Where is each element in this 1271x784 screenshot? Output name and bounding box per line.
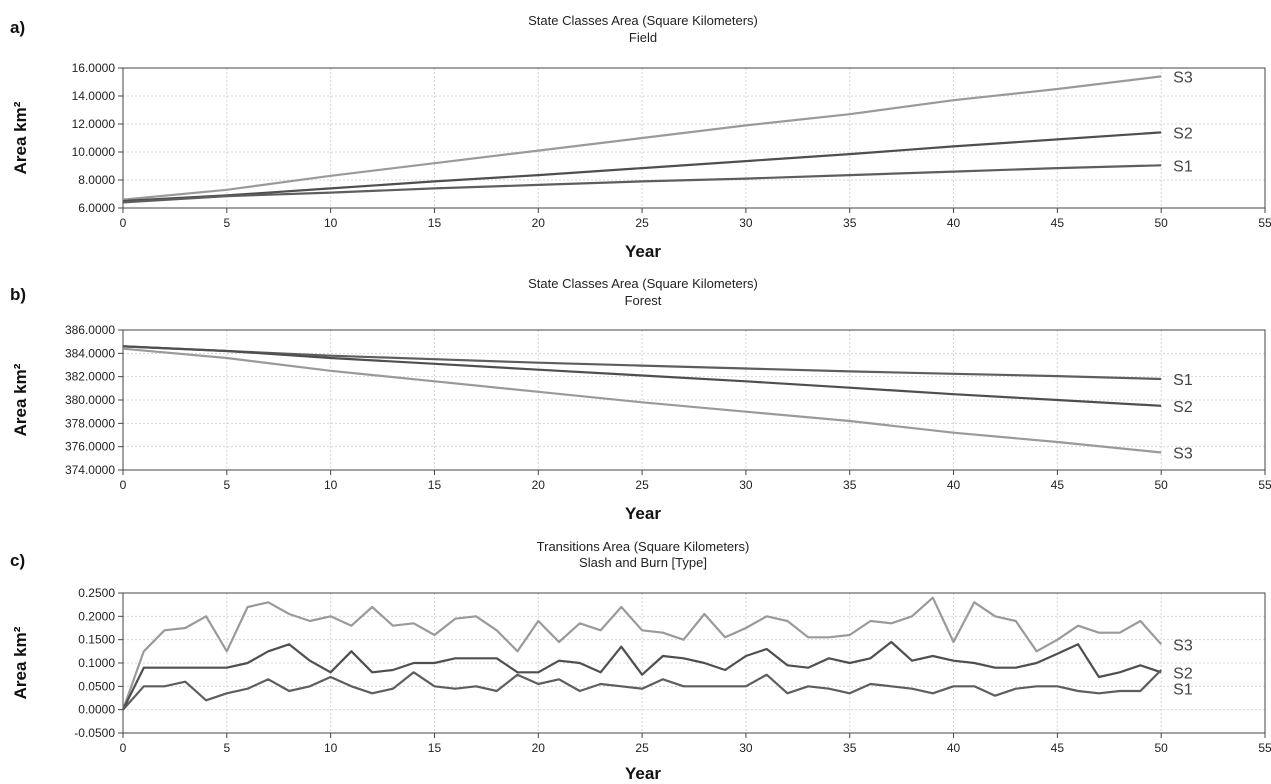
series-label-s1: S1 [1173,372,1193,389]
series-label-s3: S3 [1173,637,1193,654]
x-tick-label: 10 [324,741,338,755]
x-tick-label: 20 [532,478,546,492]
plot-frame [122,67,1266,209]
x-tick-label: 25 [635,741,649,755]
chart-title: State Classes Area (Square Kilometers) [528,13,758,28]
series-line-s1 [122,669,1162,711]
y-tick-label: 0.0500 [78,679,115,693]
series-label-s2: S2 [1173,665,1193,682]
series-line-s3 [121,596,1163,711]
y-tick-label: 384.0000 [65,346,115,360]
series-line-s1 [122,164,1162,204]
panel-letter: a) [10,18,25,37]
x-tick-label: 5 [223,216,230,230]
series-line-s2 [122,640,1162,711]
x-tick-label: 50 [1155,478,1169,492]
x-tick-label: 35 [843,216,857,230]
chart-subtitle: Field [629,30,657,45]
x-tick-label: 45 [1051,216,1065,230]
chart-panel-a: a) State Classes Area (Square Kilometers)… [10,13,1271,261]
x-tick-label: 10 [324,478,338,492]
x-axis-label: Year [625,504,661,523]
chart-panel-c: c) Transitions Area (Square Kilometers)Sl… [10,539,1271,783]
x-axis-label: Year [625,242,661,261]
x-tick-label: 55 [1258,216,1271,230]
x-tick-label: 0 [120,478,127,492]
x-tick-label: 15 [428,478,442,492]
x-tick-label: 30 [739,741,753,755]
x-tick-label: 40 [947,216,961,230]
x-tick-label: 20 [532,741,546,755]
x-tick-label: 40 [947,478,961,492]
chart-title: State Classes Area (Square Kilometers) [528,276,758,291]
x-tick-label: 50 [1155,741,1169,755]
grid [123,330,1265,470]
y-tick-label: 16.0000 [72,61,116,75]
grid [123,593,1265,733]
x-tick-label: 25 [635,478,649,492]
y-tick-label: 0.1500 [78,633,115,647]
y-tick-label: 10.0000 [72,145,116,159]
x-tick-label: 20 [532,216,546,230]
chart-subtitle: Slash and Burn [Type] [579,555,707,570]
x-tick-label: 50 [1155,216,1169,230]
x-tick-label: 55 [1258,478,1271,492]
y-axis-label: Area km² [11,363,30,436]
y-tick-label: 0.0000 [78,703,115,717]
series-label-s2: S2 [1173,399,1193,416]
series-label-s1: S1 [1173,158,1193,175]
x-tick-label: 5 [223,741,230,755]
x-tick-label: 0 [120,216,127,230]
plot-frame [122,592,1266,734]
x-tick-label: 45 [1051,741,1065,755]
x-tick-label: 30 [739,478,753,492]
series-label-s2: S2 [1173,125,1193,142]
series-line-s1 [122,345,1162,381]
y-axis-label: Area km² [11,626,30,699]
y-tick-label: 380.0000 [65,393,115,407]
y-tick-label: 8.0000 [78,173,115,187]
x-axis-label: Year [625,764,661,783]
series-label-s3: S3 [1173,69,1193,86]
y-tick-label: 14.0000 [72,89,116,103]
x-tick-label: 35 [843,741,857,755]
y-tick-label: 386.0000 [65,323,115,337]
x-tick-label: 35 [843,478,857,492]
y-tick-label: 376.0000 [65,440,115,454]
series-label-s1: S1 [1173,682,1193,699]
series-line-s3 [122,347,1162,454]
series-label-s3: S3 [1173,446,1193,463]
x-tick-label: 30 [739,216,753,230]
chart-panel-b: b) State Classes Area (Square Kilometers)… [10,276,1271,523]
x-tick-label: 25 [635,216,649,230]
y-tick-label: 0.2500 [78,586,115,600]
series-line-s2 [122,131,1162,203]
y-tick-label: 0.1000 [78,656,115,670]
x-tick-label: 40 [947,741,961,755]
y-tick-label: -0.0500 [74,726,115,740]
chart-subtitle: Forest [625,293,662,308]
plot-frame [122,329,1266,471]
x-tick-label: 55 [1258,741,1271,755]
y-tick-label: 6.0000 [78,201,115,215]
x-tick-label: 45 [1051,478,1065,492]
x-tick-label: 15 [428,216,442,230]
y-tick-label: 374.0000 [65,463,115,477]
x-tick-label: 15 [428,741,442,755]
x-tick-label: 0 [120,741,127,755]
series-line-s3 [122,75,1162,201]
x-tick-label: 5 [223,478,230,492]
y-tick-label: 12.0000 [72,117,116,131]
y-tick-label: 0.2000 [78,609,115,623]
y-tick-label: 382.0000 [65,370,115,384]
chart-title: Transitions Area (Square Kilometers) [537,539,750,554]
panel-letter: c) [10,551,25,570]
panel-letter: b) [10,285,26,304]
x-tick-label: 10 [324,216,338,230]
series-line-s2 [122,345,1162,407]
y-axis-label: Area km² [11,101,30,174]
y-tick-label: 378.0000 [65,416,115,430]
